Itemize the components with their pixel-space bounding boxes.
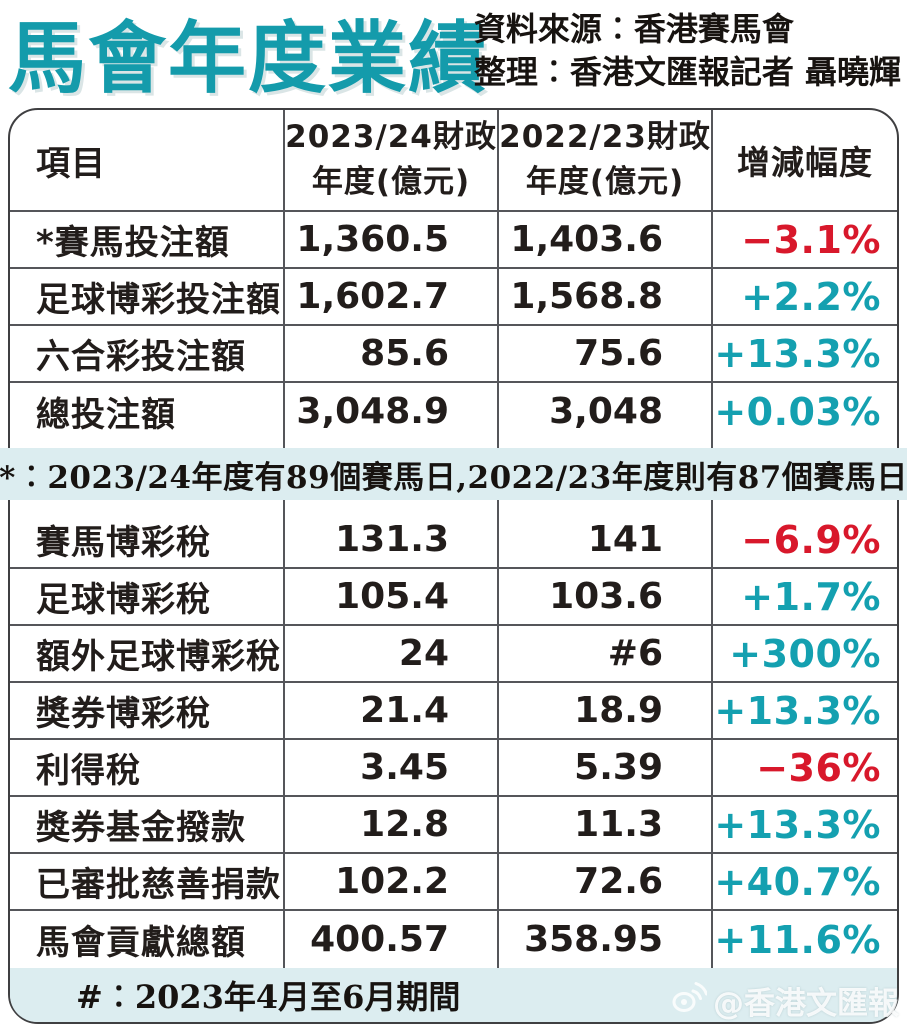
change-cell: +2.2%: [741, 274, 881, 319]
spacer-cell: [285, 500, 499, 512]
change-cell: +0.03%: [714, 389, 881, 434]
spacer-cell: [713, 440, 897, 448]
fy2223-cell: 103.6: [499, 569, 713, 624]
table-header-row: 項目 2023/24財政 年度(億元) 2022/23財政 年度(億元) 增減幅…: [10, 110, 897, 212]
table-row: 利得稅 3.45 5.39 −36%: [10, 740, 897, 797]
fy2324-cell: 3.45: [285, 740, 499, 795]
column-rule-spacer: [10, 500, 897, 512]
column-header-change: 增減幅度: [737, 143, 873, 182]
fy2324-cell: 3,048.9: [285, 383, 499, 440]
spacer-cell: [499, 500, 713, 512]
fy2324-cell: 24: [285, 626, 499, 681]
spacer-cell: [499, 440, 713, 448]
item-cell: 總投注額: [10, 383, 285, 440]
table-row: 已審批慈善捐款 102.2 72.6 +40.7%: [10, 854, 897, 911]
spacer-cell: [285, 440, 499, 448]
fy2324-cell: 21.4: [285, 683, 499, 738]
change-cell: +13.3%: [714, 688, 881, 733]
fy2324-cell: 12.8: [285, 797, 499, 852]
item-cell: 賽馬博彩稅: [10, 512, 285, 567]
column-rule-spacer: [10, 440, 897, 448]
masthead: 馬會年度業績 資料來源︰香港賽馬會 整理︰香港文匯報記者 聶曉輝: [8, 2, 903, 104]
fy2324-cell: 102.2: [285, 854, 499, 909]
page-title: 馬會年度業績: [8, 14, 489, 104]
table-row: 足球博彩稅 105.4 103.6 +1.7%: [10, 569, 897, 626]
fy2223-cell: 75.6: [499, 326, 713, 381]
table-row: 馬會貢獻總額 400.57 358.95 +11.6%: [10, 911, 897, 968]
fy2223-cell: 11.3: [499, 797, 713, 852]
weibo-icon: [671, 980, 708, 1022]
column-header-item: 項目: [10, 110, 285, 210]
change-cell: +13.3%: [714, 331, 881, 376]
change-cell: +40.7%: [714, 859, 881, 904]
spacer-cell: [10, 440, 285, 448]
item-cell: 馬會貢獻總額: [10, 911, 285, 968]
table-row: 獎券基金撥款 12.8 11.3 +13.3%: [10, 797, 897, 854]
fy2223-cell: 5.39: [499, 740, 713, 795]
change-cell: +11.6%: [714, 917, 881, 962]
column-header-fy2223-line1: 2022/23財政: [499, 119, 711, 156]
change-cell: −3.1%: [741, 217, 881, 262]
fy2223-cell: 141: [499, 512, 713, 567]
column-header-fy2324-line1: 2023/24財政: [285, 119, 497, 156]
fy2324-cell: 1,360.5: [285, 212, 499, 267]
watermark-text: @香港文匯報: [713, 986, 899, 1022]
table-row: 總投注額 3,048.9 3,048 +0.03%: [10, 383, 897, 440]
watermark: @香港文匯報: [671, 978, 899, 1023]
change-cell: +13.3%: [714, 802, 881, 847]
compiler-line: 整理︰香港文匯報記者 聶曉輝: [473, 53, 901, 92]
item-cell: 額外足球博彩稅: [10, 626, 285, 681]
column-header-fy2324: 2023/24財政 年度(億元): [285, 110, 499, 210]
column-header-fy2223-line2: 年度(億元): [525, 164, 685, 200]
source-line: 資料來源︰香港賽馬會: [473, 10, 794, 48]
fy2223-cell: 18.9: [499, 683, 713, 738]
fy2223-cell: 1,568.8: [499, 269, 713, 324]
fy2223-cell: 3,048: [499, 383, 713, 440]
item-cell: *賽馬投注額: [10, 212, 285, 267]
change-cell: −36%: [756, 745, 881, 790]
fy2223-cell: 1,403.6: [499, 212, 713, 267]
spacer-cell: [713, 500, 897, 512]
results-table: 項目 2023/24財政 年度(億元) 2022/23財政 年度(億元) 增減幅…: [0, 108, 907, 1024]
change-cell: −6.9%: [741, 517, 881, 562]
change-cell: +1.7%: [741, 574, 881, 619]
table-row: *賽馬投注額 1,360.5 1,403.6 −3.1%: [10, 212, 897, 269]
item-cell: 已審批慈善捐款: [10, 854, 285, 909]
column-header-fy2324-line2: 年度(億元): [311, 164, 471, 200]
table-row: 六合彩投注額 85.6 75.6 +13.3%: [10, 326, 897, 383]
table-row: 足球博彩投注額 1,602.7 1,568.8 +2.2%: [10, 269, 897, 326]
table-row: 額外足球博彩稅 24 #6 +300%: [10, 626, 897, 683]
source-block: 資料來源︰香港賽馬會 整理︰香港文匯報記者 聶曉輝: [474, 8, 901, 94]
table-row: 獎券博彩稅 21.4 18.9 +13.3%: [10, 683, 897, 740]
item-cell: 足球博彩投注額: [10, 269, 285, 324]
table-row: 賽馬博彩稅 131.3 141 −6.9%: [10, 512, 897, 569]
item-cell: 獎券博彩稅: [10, 683, 285, 738]
fy2324-cell: 1,602.7: [285, 269, 499, 324]
item-cell: 六合彩投注額: [10, 326, 285, 381]
item-cell: 利得稅: [10, 740, 285, 795]
race-days-note: *︰2023/24年度有89個賽馬日,2022/23年度則有87個賽馬日: [0, 448, 907, 500]
period-footnote: #︰2023年4月至6月期間: [10, 968, 897, 1022]
column-header-fy2223: 2022/23財政 年度(億元): [499, 110, 713, 210]
fy2324-cell: 85.6: [285, 326, 499, 381]
fy2324-cell: 105.4: [285, 569, 499, 624]
item-cell: 獎券基金撥款: [10, 797, 285, 852]
item-cell: 足球博彩稅: [10, 569, 285, 624]
spacer-cell: [10, 500, 285, 512]
fy2223-cell: #6: [499, 626, 713, 681]
change-cell: +300%: [729, 631, 881, 676]
fy2223-cell: 358.95: [499, 911, 713, 968]
fy2223-cell: 72.6: [499, 854, 713, 909]
fy2324-cell: 131.3: [285, 512, 499, 567]
fy2324-cell: 400.57: [285, 911, 499, 968]
